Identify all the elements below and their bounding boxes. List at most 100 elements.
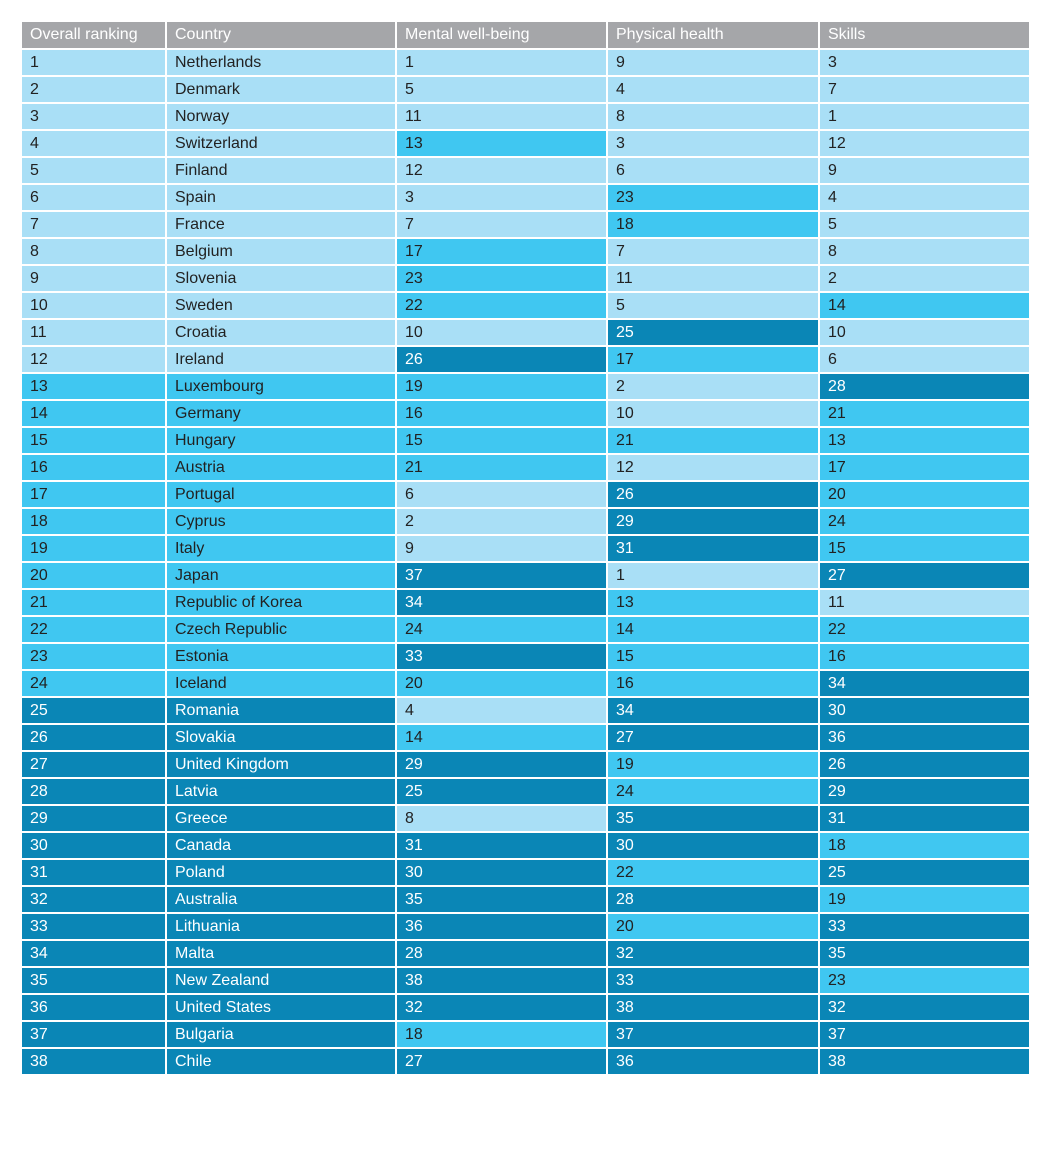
cell-country: Slovakia — [165, 723, 397, 752]
table-row: 2 Denmark 5 4 7 — [20, 75, 1031, 104]
cell-overall-ranking: 12 — [20, 345, 167, 374]
cell-overall-ranking: 32 — [20, 885, 167, 914]
cell-overall-ranking: 7 — [20, 210, 167, 239]
cell-physical-health: 3 — [606, 129, 820, 158]
cell-physical-health: 27 — [606, 723, 820, 752]
cell-physical-health: 7 — [606, 237, 820, 266]
table-header-row: Overall ranking Country Mental well-being P… — [20, 20, 1031, 50]
cell-overall-ranking: 10 — [20, 291, 167, 320]
cell-overall-ranking: 15 — [20, 426, 167, 455]
cell-overall-ranking: 25 — [20, 696, 167, 725]
cell-overall-ranking: 38 — [20, 1047, 167, 1076]
cell-overall-ranking: 21 — [20, 588, 167, 617]
cell-overall-ranking: 29 — [20, 804, 167, 833]
cell-overall-ranking: 23 — [20, 642, 167, 671]
cell-physical-health: 28 — [606, 885, 820, 914]
table-row: 19 Italy 9 31 15 — [20, 534, 1031, 563]
column-header-physical-health: Physical health — [606, 20, 820, 50]
table-row: 9 Slovenia 23 11 2 — [20, 264, 1031, 293]
table-row: 31 Poland 30 22 25 — [20, 858, 1031, 887]
cell-overall-ranking: 4 — [20, 129, 167, 158]
cell-physical-health: 26 — [606, 480, 820, 509]
cell-country: Australia — [165, 885, 397, 914]
cell-overall-ranking: 2 — [20, 75, 167, 104]
cell-country: Canada — [165, 831, 397, 860]
cell-country: Germany — [165, 399, 397, 428]
cell-overall-ranking: 27 — [20, 750, 167, 779]
table-row: 35 New Zealand 38 33 23 — [20, 966, 1031, 995]
cell-mental-well-being: 35 — [395, 885, 608, 914]
cell-country: Bulgaria — [165, 1020, 397, 1049]
cell-skills: 27 — [818, 561, 1031, 590]
cell-mental-well-being: 19 — [395, 372, 608, 401]
cell-physical-health: 11 — [606, 264, 820, 293]
cell-skills: 19 — [818, 885, 1031, 914]
cell-physical-health: 15 — [606, 642, 820, 671]
cell-skills: 28 — [818, 372, 1031, 401]
cell-skills: 24 — [818, 507, 1031, 536]
table-row: 3 Norway 11 8 1 — [20, 102, 1031, 131]
ranking-table-container: Overall ranking Country Mental well-being P… — [20, 20, 1031, 1076]
cell-physical-health: 5 — [606, 291, 820, 320]
cell-physical-health: 29 — [606, 507, 820, 536]
cell-physical-health: 24 — [606, 777, 820, 806]
cell-mental-well-being: 3 — [395, 183, 608, 212]
cell-physical-health: 19 — [606, 750, 820, 779]
cell-mental-well-being: 25 — [395, 777, 608, 806]
cell-skills: 30 — [818, 696, 1031, 725]
cell-country: Sweden — [165, 291, 397, 320]
table-row: 27 United Kingdom 29 19 26 — [20, 750, 1031, 779]
table-row: 8 Belgium 17 7 8 — [20, 237, 1031, 266]
cell-physical-health: 8 — [606, 102, 820, 131]
table-row: 28 Latvia 25 24 29 — [20, 777, 1031, 806]
cell-skills: 33 — [818, 912, 1031, 941]
cell-mental-well-being: 7 — [395, 210, 608, 239]
cell-overall-ranking: 16 — [20, 453, 167, 482]
column-header-mental-well-being: Mental well-being — [395, 20, 608, 50]
cell-overall-ranking: 9 — [20, 264, 167, 293]
cell-mental-well-being: 9 — [395, 534, 608, 563]
cell-skills: 2 — [818, 264, 1031, 293]
cell-mental-well-being: 37 — [395, 561, 608, 590]
cell-overall-ranking: 36 — [20, 993, 167, 1022]
cell-physical-health: 22 — [606, 858, 820, 887]
cell-overall-ranking: 14 — [20, 399, 167, 428]
cell-country: Chile — [165, 1047, 397, 1076]
cell-physical-health: 37 — [606, 1020, 820, 1049]
cell-overall-ranking: 8 — [20, 237, 167, 266]
cell-overall-ranking: 3 — [20, 102, 167, 131]
cell-mental-well-being: 28 — [395, 939, 608, 968]
column-header-skills: Skills — [818, 20, 1031, 50]
cell-physical-health: 23 — [606, 183, 820, 212]
table-row: 30 Canada 31 30 18 — [20, 831, 1031, 860]
cell-mental-well-being: 12 — [395, 156, 608, 185]
cell-physical-health: 32 — [606, 939, 820, 968]
cell-skills: 32 — [818, 993, 1031, 1022]
cell-skills: 12 — [818, 129, 1031, 158]
cell-overall-ranking: 20 — [20, 561, 167, 590]
table-row: 13 Luxembourg 19 2 28 — [20, 372, 1031, 401]
cell-skills: 25 — [818, 858, 1031, 887]
cell-overall-ranking: 31 — [20, 858, 167, 887]
cell-skills: 20 — [818, 480, 1031, 509]
cell-overall-ranking: 1 — [20, 48, 167, 77]
cell-mental-well-being: 36 — [395, 912, 608, 941]
cell-country: Croatia — [165, 318, 397, 347]
cell-mental-well-being: 6 — [395, 480, 608, 509]
cell-mental-well-being: 10 — [395, 318, 608, 347]
cell-mental-well-being: 15 — [395, 426, 608, 455]
cell-mental-well-being: 22 — [395, 291, 608, 320]
cell-physical-health: 4 — [606, 75, 820, 104]
cell-skills: 5 — [818, 210, 1031, 239]
ranking-table: Overall ranking Country Mental well-being P… — [20, 20, 1031, 1076]
cell-physical-health: 16 — [606, 669, 820, 698]
table-row: 10 Sweden 22 5 14 — [20, 291, 1031, 320]
cell-country: Spain — [165, 183, 397, 212]
table-row: 26 Slovakia 14 27 36 — [20, 723, 1031, 752]
cell-country: Republic of Korea — [165, 588, 397, 617]
cell-skills: 37 — [818, 1020, 1031, 1049]
cell-mental-well-being: 14 — [395, 723, 608, 752]
cell-physical-health: 1 — [606, 561, 820, 590]
cell-mental-well-being: 30 — [395, 858, 608, 887]
cell-country: Iceland — [165, 669, 397, 698]
